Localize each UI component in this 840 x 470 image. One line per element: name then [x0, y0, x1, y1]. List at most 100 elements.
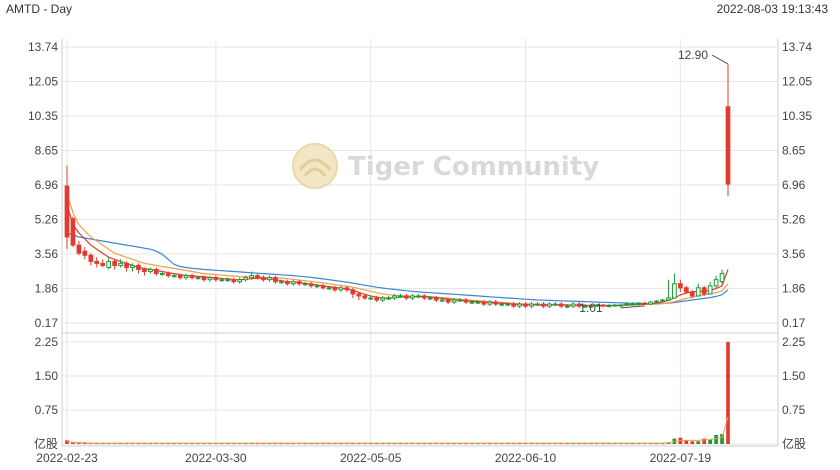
candle-body	[576, 303, 582, 307]
candle-body	[231, 279, 237, 283]
y-tick-label-right: 13.74	[782, 40, 812, 54]
annotations: 12.90 1.01	[579, 48, 729, 315]
candle-body	[153, 269, 159, 275]
vol-tick-label-right: 1.50	[782, 369, 806, 383]
volume-bar	[708, 439, 712, 444]
tiger-logo-stripes	[298, 158, 332, 177]
candle-body	[642, 302, 647, 305]
vol-tick-label-right: 亿股	[782, 436, 806, 451]
vol-tick-label-right: 0.75	[782, 403, 806, 417]
date-axis: 2022-02-23 2022-03-30 2022-05-05 2022-06-10…	[36, 451, 711, 465]
tiger-logo-icon	[292, 143, 338, 189]
volume-bar	[83, 443, 87, 445]
candle-body	[320, 285, 326, 289]
candle-body	[487, 301, 493, 305]
candle-body	[541, 303, 546, 307]
candle-body	[410, 295, 415, 299]
candle-body	[368, 297, 374, 300]
candle-body	[302, 283, 308, 286]
volume-bar	[714, 434, 718, 444]
candle-body	[695, 287, 701, 297]
annotation-label: 1.01	[579, 301, 603, 315]
candle-body	[100, 262, 106, 266]
y-tick-label-right: 8.65	[782, 144, 806, 158]
y-tick-label-right: 1.86	[782, 282, 806, 296]
y-tick-label-right: 10.35	[782, 109, 812, 123]
candle-body	[136, 264, 141, 271]
candle-body	[255, 275, 260, 279]
candle-body	[606, 305, 612, 308]
volume-bar	[71, 442, 75, 444]
y-tick-label-left: 13.74	[28, 40, 58, 54]
candle-body	[88, 254, 94, 262]
candle-body	[165, 273, 171, 277]
timestamp: 2022-08-03 19:13:43	[716, 2, 828, 16]
candle-body	[195, 277, 201, 280]
vol-tick-label-left: 1.50	[35, 369, 59, 383]
chart-title: AMTD - Day	[6, 2, 72, 16]
candle-body	[499, 303, 505, 306]
candle-body	[130, 264, 135, 268]
y-tick-label-right: 0.17	[782, 316, 806, 330]
candle-body	[267, 277, 272, 281]
candle-body	[701, 287, 707, 295]
annotation-leader	[620, 305, 645, 309]
volume-bars	[65, 342, 730, 445]
candle-body	[624, 303, 630, 306]
candle-body	[70, 218, 76, 246]
candle-body	[660, 299, 665, 302]
candle-body	[404, 295, 409, 299]
volume-bar	[720, 434, 724, 444]
candle-body	[558, 303, 564, 307]
candle-body	[326, 287, 332, 290]
y-tick-label-right: 12.05	[782, 75, 812, 89]
vol-tick-label-left: 0.75	[35, 403, 59, 417]
candle-body	[451, 299, 457, 303]
y-tick-label-left: 1.86	[35, 282, 59, 296]
candle-body	[570, 303, 576, 307]
candle-body	[582, 305, 588, 308]
candle-body	[374, 297, 380, 301]
candle-body	[689, 291, 695, 297]
ma-long-line	[66, 232, 729, 305]
watermark-text: Tiger Community	[348, 152, 599, 182]
candle-body	[279, 281, 284, 284]
candle-body	[463, 299, 469, 303]
candle-body	[148, 269, 153, 273]
x-tick-label: 2022-07-19	[650, 451, 712, 465]
candle-body	[457, 299, 463, 302]
y-tick-label-left: 0.17	[35, 316, 59, 330]
candle-body	[314, 285, 320, 288]
candle-body	[177, 275, 183, 279]
y-tick-label-right: 5.26	[782, 213, 806, 227]
candle-body	[594, 304, 600, 307]
annotation-label: 12.90	[678, 48, 708, 62]
candle-body	[648, 301, 653, 305]
candle-body	[76, 244, 82, 254]
x-tick-label: 2022-02-23	[36, 451, 98, 465]
volume-bar	[696, 441, 701, 444]
candle-body	[207, 277, 213, 281]
candle-body	[612, 304, 618, 307]
candle-body	[106, 260, 112, 268]
candle-body	[219, 279, 225, 282]
y-tick-label-left: 10.35	[28, 109, 58, 123]
candle-body	[249, 275, 254, 279]
candle-body	[666, 297, 671, 301]
y-tick-label-left: 3.56	[35, 247, 59, 261]
candle-body	[421, 295, 427, 299]
candle-body	[296, 281, 302, 285]
candle-body	[273, 277, 278, 283]
candle-body	[64, 185, 70, 238]
candle-body	[517, 303, 522, 307]
candle-body	[142, 269, 147, 273]
candle-body	[630, 303, 636, 306]
candle-body	[243, 277, 248, 281]
volume-bar	[684, 440, 689, 444]
vol-tick-label-left: 2.25	[35, 335, 59, 349]
candle-body	[201, 277, 207, 281]
candle-body	[308, 283, 314, 287]
candle-body	[338, 287, 344, 291]
candle-body	[439, 299, 445, 302]
